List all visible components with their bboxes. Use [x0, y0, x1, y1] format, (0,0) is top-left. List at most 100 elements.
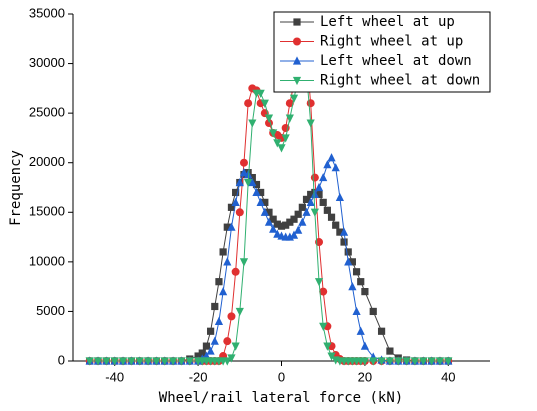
y-tick-label: 0 — [58, 352, 65, 367]
marker — [427, 357, 436, 366]
marker — [281, 134, 290, 143]
marker — [102, 357, 111, 366]
legend-label: Right wheel at up — [320, 34, 463, 50]
marker — [273, 220, 281, 228]
marker — [202, 342, 211, 350]
marker — [306, 99, 315, 108]
marker — [285, 99, 294, 108]
y-tick-label: 20000 — [29, 154, 65, 169]
marker — [244, 99, 253, 108]
marker — [302, 195, 311, 203]
marker — [248, 173, 256, 182]
marker — [327, 352, 336, 361]
marker — [223, 257, 232, 266]
marker — [339, 227, 349, 236]
marker — [319, 287, 328, 296]
legend: Left wheel at up Right wheel at up Left wh… — [273, 11, 491, 93]
marker — [152, 357, 161, 366]
marker — [360, 341, 369, 350]
marker — [310, 208, 319, 217]
marker — [252, 187, 261, 197]
marker — [435, 357, 445, 366]
marker — [223, 357, 232, 366]
marker — [85, 357, 94, 366]
marker — [286, 218, 294, 226]
marker — [419, 357, 428, 366]
x-axis-label: Wheel/rail lateral force (kN) — [159, 390, 403, 406]
marker — [261, 198, 269, 206]
marker — [223, 223, 231, 231]
marker — [248, 177, 257, 187]
marker — [160, 357, 169, 366]
marker — [298, 217, 307, 226]
marker — [235, 208, 244, 217]
marker — [294, 210, 302, 218]
marker — [369, 357, 378, 366]
legend-label: Left wheel at down — [320, 53, 472, 69]
marker — [357, 278, 365, 286]
x-tick-label: 40 — [441, 369, 455, 384]
marker — [168, 357, 178, 366]
marker — [219, 248, 227, 256]
marker — [344, 257, 353, 266]
marker — [207, 327, 215, 335]
series-line — [89, 156, 449, 362]
marker — [244, 178, 253, 188]
y-tick-label: 25000 — [29, 105, 65, 120]
marker — [206, 346, 215, 355]
marker — [264, 217, 274, 226]
marker — [332, 221, 340, 229]
marker — [231, 197, 240, 206]
marker — [273, 139, 282, 148]
marker — [239, 258, 249, 267]
marker — [385, 357, 395, 366]
y-tick-label: 35000 — [29, 5, 65, 20]
marker — [235, 177, 244, 187]
marker — [348, 258, 356, 266]
marker — [336, 228, 344, 236]
marker — [352, 268, 361, 276]
x-tick-label: -20 — [189, 369, 208, 384]
marker — [323, 206, 331, 214]
marker — [319, 198, 327, 206]
marker — [231, 267, 240, 276]
marker — [327, 153, 336, 162]
marker — [211, 302, 219, 311]
marker — [244, 170, 253, 179]
marker — [314, 182, 324, 192]
marker — [410, 357, 420, 366]
marker — [377, 327, 386, 335]
marker — [340, 238, 348, 246]
marker — [298, 203, 306, 211]
x-tick-label: 0 — [278, 369, 285, 384]
marker — [327, 213, 336, 221]
marker — [239, 168, 249, 177]
marker — [361, 288, 369, 296]
marker — [93, 357, 103, 366]
marker — [260, 99, 269, 108]
y-axis-label: Frequency — [8, 150, 24, 226]
marker — [269, 215, 277, 223]
marker — [306, 197, 315, 206]
marker — [293, 37, 301, 46]
legend-box — [273, 11, 491, 93]
legend-label: Left wheel at up — [320, 14, 455, 30]
marker — [293, 18, 301, 26]
marker — [289, 230, 299, 239]
y-tick-label: 10000 — [29, 253, 65, 268]
marker — [323, 160, 332, 169]
series-line — [89, 172, 449, 362]
marker — [185, 357, 194, 366]
marker — [314, 278, 324, 287]
marker — [135, 357, 144, 366]
marker — [360, 357, 369, 366]
marker — [227, 222, 236, 231]
marker — [269, 224, 278, 233]
marker — [260, 207, 269, 216]
series — [86, 169, 452, 365]
marker — [127, 357, 136, 366]
marker — [310, 189, 319, 199]
marker — [223, 337, 232, 346]
marker — [235, 307, 244, 317]
marker — [377, 357, 386, 366]
